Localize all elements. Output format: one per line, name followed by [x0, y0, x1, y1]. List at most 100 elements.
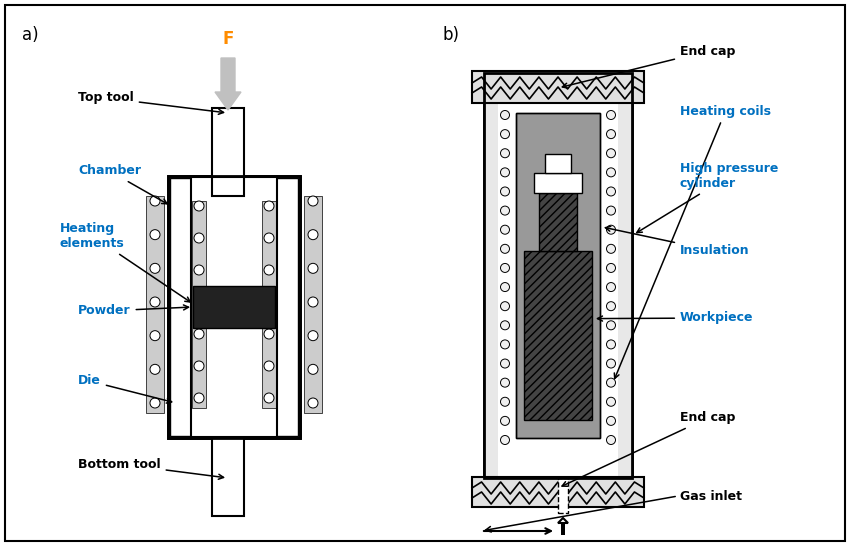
Bar — [304, 196, 322, 413]
Circle shape — [194, 201, 204, 211]
Circle shape — [607, 397, 615, 406]
Circle shape — [264, 201, 274, 211]
Bar — [191, 177, 277, 437]
Circle shape — [501, 149, 509, 158]
Circle shape — [607, 110, 615, 120]
Bar — [276, 178, 298, 436]
Circle shape — [194, 361, 204, 371]
Circle shape — [501, 129, 509, 139]
Circle shape — [194, 393, 204, 403]
Circle shape — [607, 244, 615, 253]
Circle shape — [501, 321, 509, 330]
Circle shape — [194, 265, 204, 275]
Text: End cap: End cap — [563, 45, 735, 88]
Bar — [168, 176, 300, 438]
Circle shape — [264, 297, 274, 307]
Circle shape — [607, 263, 615, 272]
Bar — [262, 201, 276, 408]
Circle shape — [150, 297, 160, 307]
Bar — [192, 178, 276, 436]
Circle shape — [194, 329, 204, 339]
Circle shape — [150, 196, 160, 206]
Bar — [472, 477, 644, 507]
Circle shape — [308, 364, 318, 375]
Text: F: F — [223, 30, 234, 48]
Text: a): a) — [22, 26, 38, 44]
Bar — [498, 103, 618, 448]
Circle shape — [607, 168, 615, 177]
Bar — [192, 201, 206, 408]
Text: Powder: Powder — [78, 305, 189, 318]
Circle shape — [501, 359, 509, 368]
Circle shape — [308, 297, 318, 307]
Circle shape — [501, 225, 509, 234]
Circle shape — [501, 417, 509, 425]
Text: Heating
elements: Heating elements — [60, 222, 190, 302]
Circle shape — [501, 302, 509, 311]
Bar — [534, 173, 582, 193]
Circle shape — [607, 417, 615, 425]
Circle shape — [501, 110, 509, 120]
Bar — [168, 176, 300, 438]
Bar — [212, 438, 244, 516]
Circle shape — [607, 129, 615, 139]
Circle shape — [607, 340, 615, 349]
Circle shape — [308, 263, 318, 274]
Circle shape — [264, 265, 274, 275]
Circle shape — [501, 436, 509, 444]
Circle shape — [501, 206, 509, 215]
Circle shape — [264, 233, 274, 243]
Text: Bottom tool: Bottom tool — [78, 458, 224, 479]
Circle shape — [501, 397, 509, 406]
Text: Insulation: Insulation — [605, 226, 750, 258]
Circle shape — [607, 378, 615, 387]
Bar — [170, 178, 192, 436]
Circle shape — [308, 196, 318, 206]
Bar — [618, 73, 632, 478]
Bar — [524, 251, 592, 420]
Text: Heating coils: Heating coils — [615, 104, 771, 378]
Text: Die: Die — [78, 375, 172, 403]
Circle shape — [607, 206, 615, 215]
Circle shape — [607, 359, 615, 368]
Circle shape — [264, 361, 274, 371]
Bar — [561, 521, 565, 535]
Polygon shape — [558, 518, 568, 523]
Bar — [212, 108, 244, 196]
Circle shape — [501, 168, 509, 177]
Bar — [472, 71, 644, 103]
Circle shape — [264, 393, 274, 403]
Circle shape — [501, 283, 509, 292]
Text: b): b) — [443, 26, 460, 44]
Text: High pressure
cylinder: High pressure cylinder — [637, 162, 779, 233]
Circle shape — [264, 329, 274, 339]
Bar — [516, 113, 600, 438]
Circle shape — [150, 263, 160, 274]
Circle shape — [607, 149, 615, 158]
Circle shape — [501, 263, 509, 272]
Bar — [146, 196, 164, 413]
Circle shape — [501, 187, 509, 196]
Circle shape — [150, 364, 160, 375]
Bar — [484, 73, 632, 478]
Circle shape — [308, 230, 318, 240]
Circle shape — [607, 187, 615, 196]
Circle shape — [501, 244, 509, 253]
Text: Top tool: Top tool — [78, 92, 224, 114]
Bar — [539, 193, 576, 251]
Bar — [558, 478, 568, 513]
Text: End cap: End cap — [562, 412, 735, 486]
Circle shape — [501, 340, 509, 349]
Circle shape — [150, 331, 160, 341]
Bar — [545, 153, 571, 173]
Bar — [484, 73, 632, 478]
Circle shape — [308, 331, 318, 341]
Bar — [484, 73, 498, 478]
Circle shape — [150, 230, 160, 240]
Circle shape — [607, 225, 615, 234]
Circle shape — [194, 297, 204, 307]
Text: Workpiece: Workpiece — [598, 312, 753, 324]
Circle shape — [607, 302, 615, 311]
FancyArrow shape — [215, 58, 241, 110]
Circle shape — [501, 378, 509, 387]
